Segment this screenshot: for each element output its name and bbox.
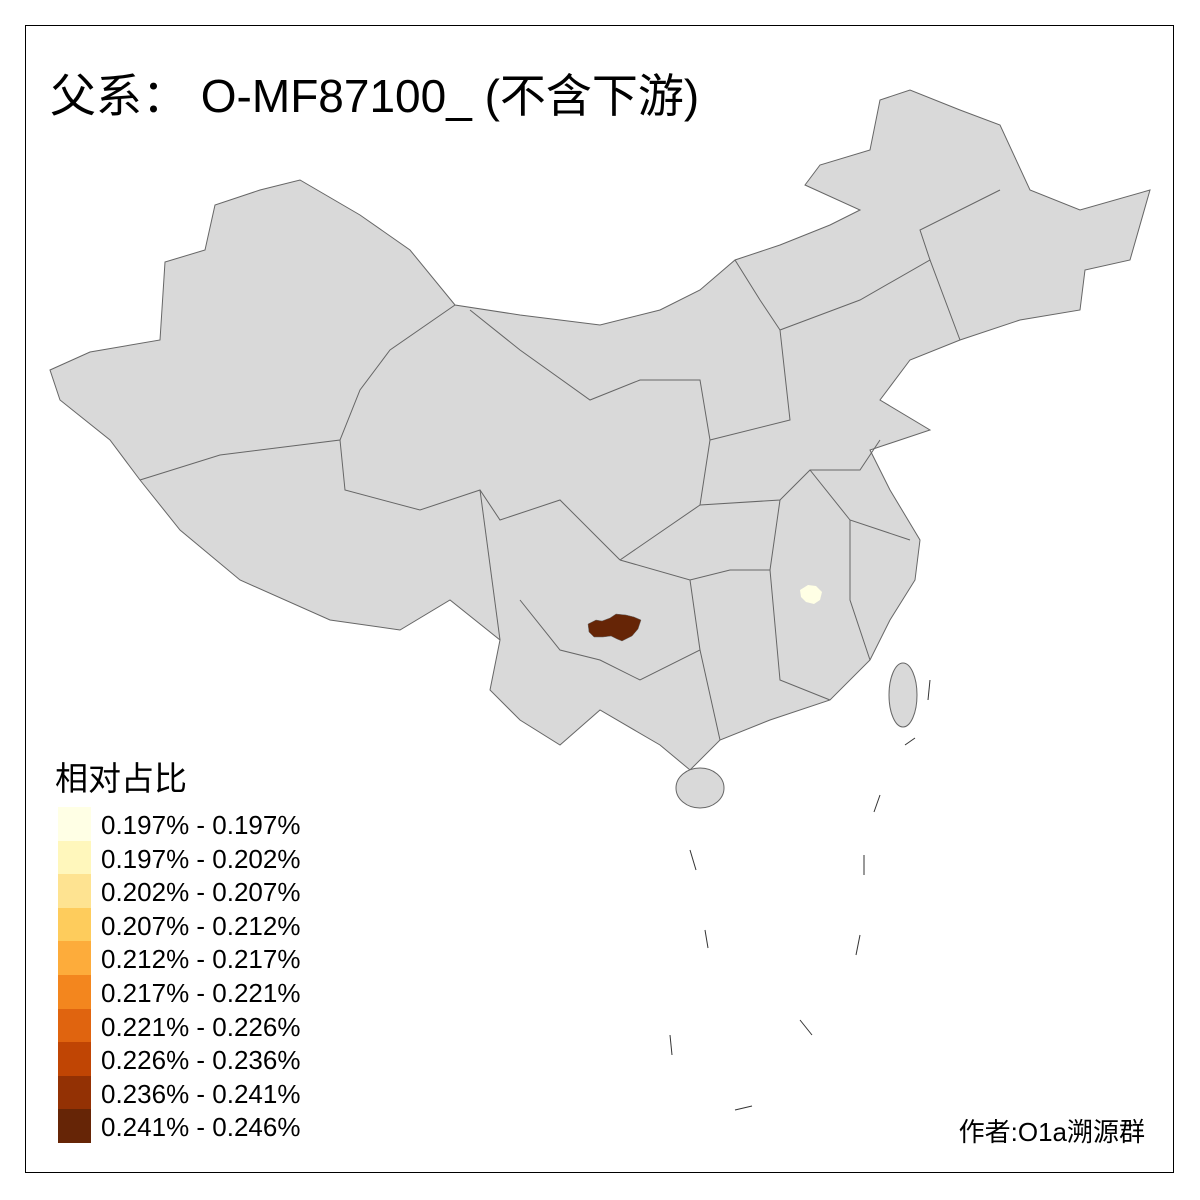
legend-swatch [58, 907, 91, 942]
legend-item: 0.217% - 0.221% [58, 975, 358, 1009]
hainan [675, 767, 725, 809]
legend-label: 0.212% - 0.217% [101, 944, 301, 975]
china-mainland [49, 89, 1151, 771]
legend-label: 0.197% - 0.197% [101, 810, 301, 840]
legend-label: 0.241% - 0.246% [101, 1112, 301, 1143]
legend-label: 0.236% - 0.241% [101, 1078, 301, 1109]
map-title: 父系： O-MF87100_ (不含下游) [50, 70, 700, 122]
province-borders [139, 189, 1001, 741]
legend-label: 0.221% - 0.226% [101, 1011, 301, 1042]
legend-item: 0.241% - 0.246% [58, 1109, 358, 1143]
legend-swatch [58, 807, 91, 841]
legend-item: 0.226% - 0.236% [58, 1042, 358, 1076]
legend-swatch [58, 840, 91, 875]
legend-label: 0.207% - 0.212% [101, 910, 301, 941]
south-china-sea-islands [669, 679, 931, 1111]
legend-swatch [58, 1075, 91, 1110]
legend-swatch [58, 1008, 91, 1043]
legend-swatch [58, 1109, 91, 1143]
legend-item: 0.197% - 0.202% [58, 840, 358, 875]
legend-label: 0.202% - 0.207% [101, 877, 301, 908]
legend-title: 相对占比 [55, 760, 187, 797]
legend-item: 0.197% - 0.197% [58, 807, 358, 841]
legend-swatch [58, 874, 91, 908]
legend-swatch [58, 975, 91, 1009]
legend-swatch [58, 941, 91, 975]
taiwan [888, 662, 918, 728]
legend-item: 0.221% - 0.226% [58, 1008, 358, 1043]
author-credit: 作者:O1a溯源群 [958, 1117, 1145, 1147]
highlight-region-light [800, 585, 822, 604]
legend-item: 0.236% - 0.241% [58, 1075, 358, 1110]
legend-item: 0.207% - 0.212% [58, 907, 358, 942]
legend-item: 0.212% - 0.217% [58, 941, 358, 975]
legend-label: 0.226% - 0.236% [101, 1045, 301, 1076]
legend-item: 0.202% - 0.207% [58, 874, 358, 908]
legend-label: 0.197% - 0.202% [101, 843, 301, 874]
legend-label: 0.217% - 0.221% [101, 978, 301, 1008]
highlight-region-dark [587, 613, 642, 642]
legend-swatch [58, 1042, 91, 1076]
map-frame [25, 25, 1174, 1173]
